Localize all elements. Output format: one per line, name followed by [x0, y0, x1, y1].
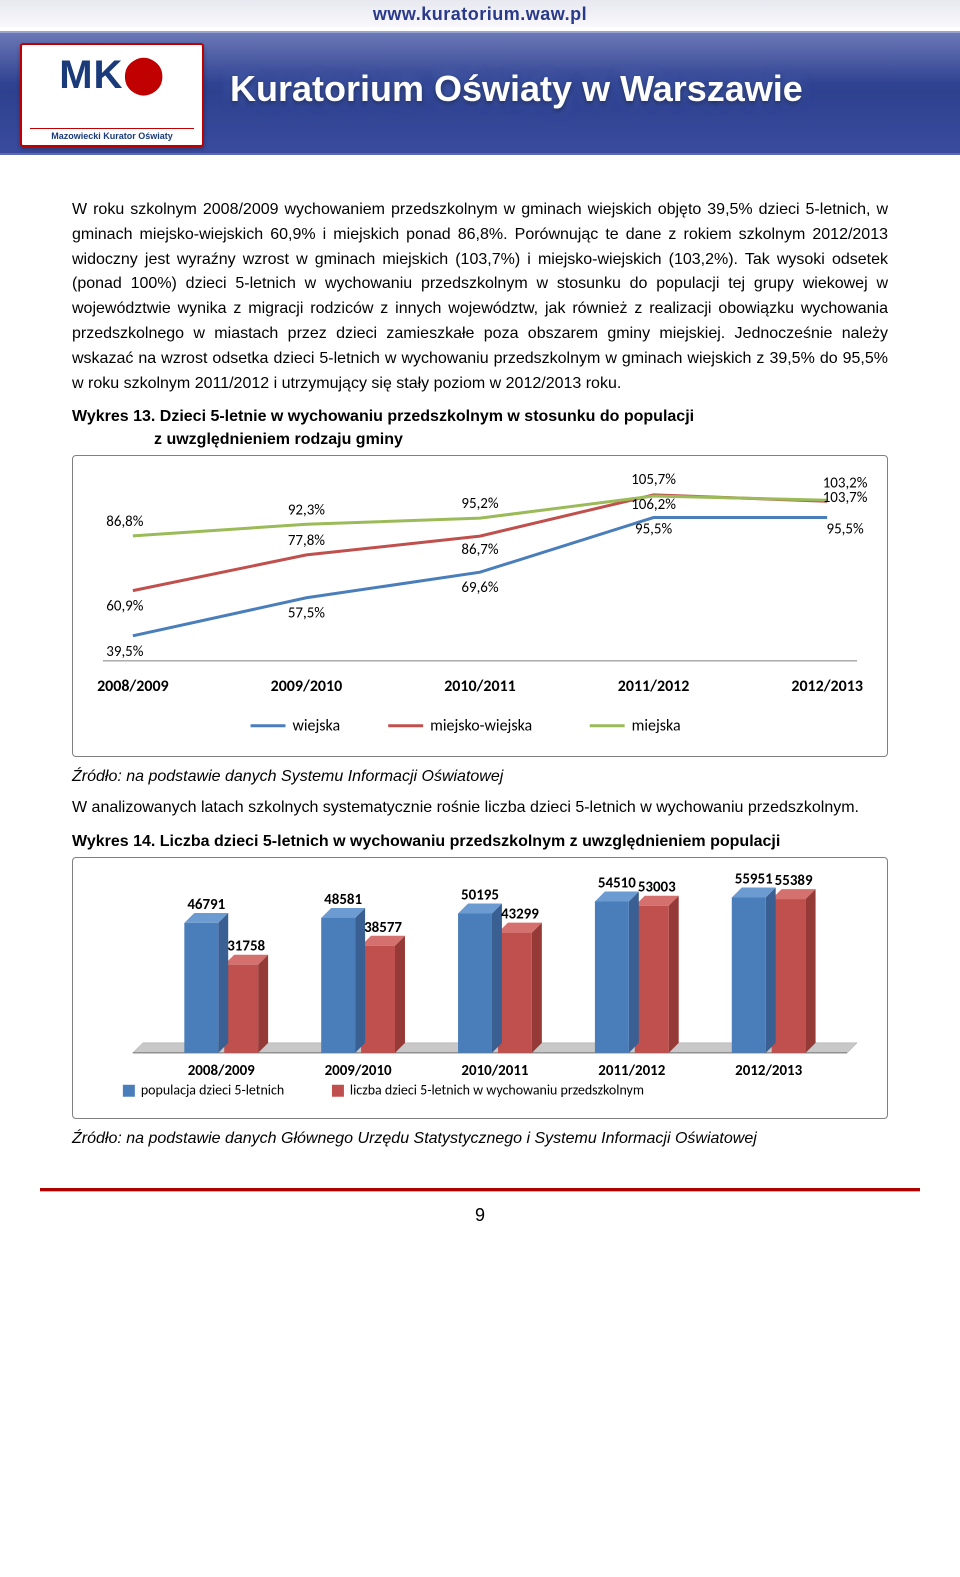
logo-subtitle: Mazowiecki Kurator Oświaty — [30, 128, 194, 141]
svg-text:48581: 48581 — [324, 891, 362, 909]
header-banner: MK⬤ Mazowiecki Kurator Oświaty Kuratoriu… — [0, 31, 960, 155]
svg-text:2009/2010: 2009/2010 — [325, 1062, 392, 1080]
svg-text:95,2%: 95,2% — [461, 495, 498, 513]
svg-text:86,8%: 86,8% — [106, 513, 143, 531]
svg-text:2012/2013: 2012/2013 — [791, 677, 863, 696]
svg-text:31758: 31758 — [227, 938, 265, 956]
svg-text:2012/2013: 2012/2013 — [735, 1062, 802, 1080]
paragraph-2: W analizowanych latach szkolnych systema… — [72, 796, 888, 821]
chart-13: 39,5% 57,5% 69,6% 95,5% 95,5% 60,9% 77,8% 86,7%… — [72, 455, 888, 757]
svg-text:miejsko-wiejska: miejsko-wiejska — [430, 717, 532, 736]
svg-text:miejska: miejska — [632, 717, 681, 736]
svg-text:55951: 55951 — [735, 871, 773, 889]
svg-text:2010/2011: 2010/2011 — [444, 677, 516, 696]
svg-text:43299: 43299 — [501, 906, 539, 924]
svg-text:53003: 53003 — [638, 879, 676, 897]
svg-text:105,7%: 105,7% — [631, 471, 676, 489]
svg-text:95,5%: 95,5% — [827, 521, 864, 539]
logo-text: MK⬤ — [22, 53, 202, 98]
svg-text:77,8%: 77,8% — [288, 532, 325, 550]
logo: MK⬤ Mazowiecki Kurator Oświaty — [20, 43, 204, 147]
svg-text:60,9%: 60,9% — [106, 598, 143, 616]
chart13-source: Źródło: na podstawie danych Systemu Info… — [72, 765, 888, 790]
svg-text:39,5%: 39,5% — [106, 643, 143, 661]
svg-text:2008/2009: 2008/2009 — [188, 1062, 255, 1080]
svg-text:54510: 54510 — [598, 875, 636, 893]
svg-text:86,7%: 86,7% — [461, 541, 498, 559]
page-content: W roku szkolnym 2008/2009 wychowaniem pr… — [0, 168, 960, 1178]
header-url: www.kuratorium.waw.pl — [0, 0, 960, 27]
svg-text:38577: 38577 — [364, 919, 402, 937]
svg-text:wiejska: wiejska — [292, 717, 340, 736]
svg-text:103,7%: 103,7% — [823, 489, 868, 507]
svg-text:57,5%: 57,5% — [288, 605, 325, 623]
svg-text:liczba dzieci 5-letnich w wych: liczba dzieci 5-letnich w wychowaniu prz… — [350, 1082, 644, 1099]
page-header: www.kuratorium.waw.pl MK⬤ Mazowiecki Kur… — [0, 0, 960, 168]
svg-text:55389: 55389 — [775, 872, 813, 890]
svg-text:2011/2012: 2011/2012 — [598, 1062, 665, 1080]
chart14-source: Źródło: na podstawie danych Głównego Urz… — [72, 1127, 888, 1152]
svg-text:50195: 50195 — [461, 887, 499, 905]
svg-text:69,6%: 69,6% — [461, 579, 498, 597]
svg-text:95,5%: 95,5% — [635, 521, 672, 539]
svg-text:2010/2011: 2010/2011 — [461, 1062, 528, 1080]
svg-text:2011/2012: 2011/2012 — [618, 677, 690, 696]
svg-text:2009/2010: 2009/2010 — [271, 677, 343, 696]
banner-title: Kuratorium Oświaty w Warszawie — [230, 68, 803, 110]
page-number: 9 — [0, 1205, 960, 1226]
svg-text:2008/2009: 2008/2009 — [97, 677, 169, 696]
svg-text:92,3%: 92,3% — [288, 501, 325, 519]
paragraph-1: W roku szkolnym 2008/2009 wychowaniem pr… — [72, 198, 888, 396]
chart-14: 46791 31758 4858138577 5019543299 5451053003… — [72, 857, 888, 1119]
svg-text:106,2%: 106,2% — [631, 496, 676, 514]
chart13-title: Wykres 13. Dzieci 5-letnie w wychowaniu … — [72, 406, 888, 451]
chart14-title: Wykres 14. Liczba dzieci 5-letnich w wyc… — [72, 831, 888, 853]
footer-divider — [40, 1188, 920, 1191]
svg-text:46791: 46791 — [187, 896, 225, 914]
svg-text:populacja dzieci 5-letnich: populacja dzieci 5-letnich — [141, 1082, 284, 1099]
